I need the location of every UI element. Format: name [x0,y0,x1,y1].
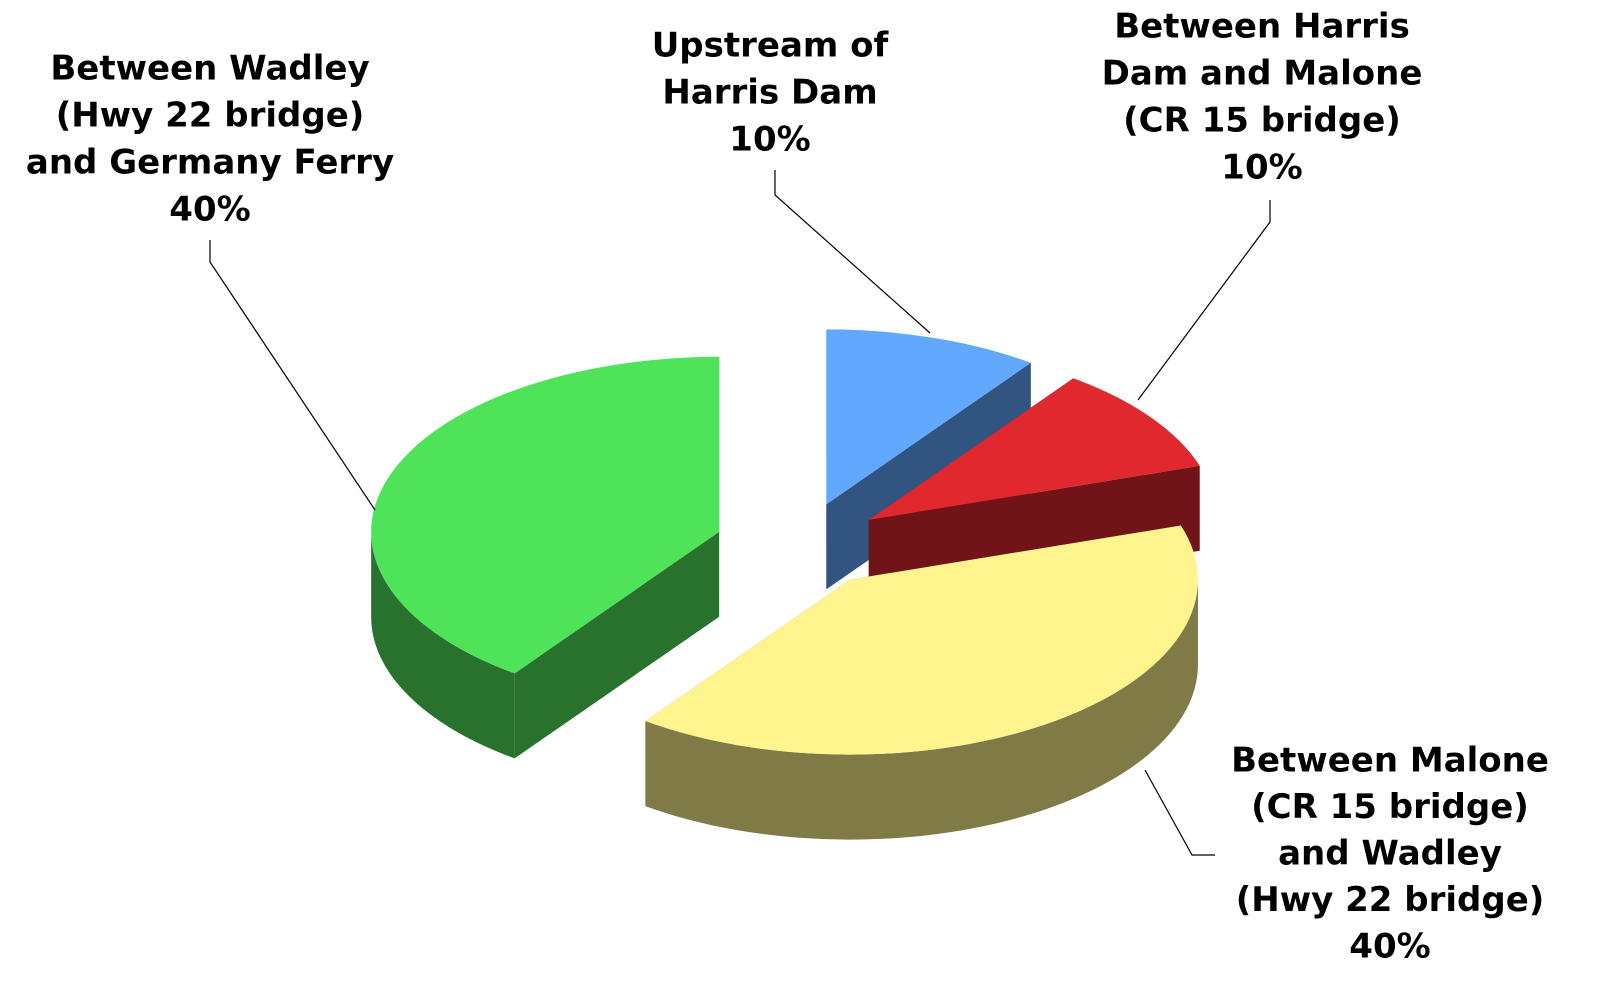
value-label: 40% [1349,927,1430,967]
label-line: Between Wadley [50,49,369,89]
leader-line [209,240,376,511]
leader-line [1144,769,1215,856]
slice-side [514,531,720,759]
label-line: Upstream of [652,26,890,66]
value-label: 10% [1221,148,1302,188]
slice [645,525,1198,840]
data-label: Between Harris Dam and Malone (CR 15 bridg… [1102,7,1423,188]
data-label: Between Malone (CR 15 bridge) and Wadley (H… [1231,741,1549,967]
leader-line [774,170,931,334]
slice-top [826,329,1031,505]
data-label: Between Wadley (Hwy 22 bridge) and Germany… [26,49,394,230]
data-label: Upstream of Harris Dam 10% [652,26,890,160]
label-line: Harris Dam [662,73,877,113]
slice [371,356,720,759]
slice-top [371,356,720,674]
slice-wall [371,531,515,759]
slice-wall [645,579,1198,840]
leader-line [1137,200,1271,401]
value-label: 10% [729,120,810,160]
value-label: 40% [169,190,250,230]
slice-top [868,378,1200,520]
label-line: Between Harris [1114,7,1410,47]
label-line: (Hwy 22 bridge) [1236,880,1545,920]
label-line: (CR 15 bridge) [1251,787,1529,827]
label-line: and Germany Ferry [26,143,394,183]
slice-top [645,525,1198,755]
label-line: (CR 15 bridge) [1123,101,1401,141]
label-line: (Hwy 22 bridge) [56,96,365,136]
label-line: Dam and Malone [1102,54,1423,94]
label-line: Between Malone [1231,741,1549,781]
label-line: and Wadley [1278,834,1502,874]
